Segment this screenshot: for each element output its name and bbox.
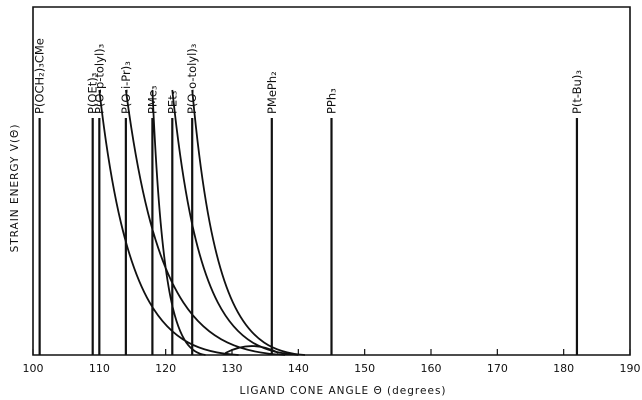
- x-tick-label: 160: [421, 362, 442, 375]
- x-tick-label: 190: [620, 362, 641, 375]
- ligand-label: P(O-i-Pr)₃: [119, 61, 133, 114]
- ligand-lines: [38, 118, 579, 355]
- ligand-label: PEt₃: [165, 90, 179, 114]
- x-tick-label: 120: [155, 362, 176, 375]
- strain-curve: [191, 89, 306, 356]
- ligand-label: PMe₃: [145, 85, 159, 114]
- ligand-label: P(O-o-tolyl)₃: [185, 43, 199, 114]
- ligand-label: PMePh₂: [265, 71, 279, 114]
- ligand-label: P(t-Bu)₃: [570, 70, 584, 114]
- x-tick-label: 140: [288, 362, 309, 375]
- ligand-label: PPh₃: [325, 88, 339, 114]
- strain-curve: [125, 89, 286, 356]
- strain-curve: [98, 89, 239, 356]
- x-ticks: 100 110 120 130 140 150 160 170 180 190: [23, 349, 641, 375]
- ligand-labels: P(OCH₂)₃CMe P(OEt)₃P(O-p-tolyl)₃ P(O-i-Pr)…: [33, 38, 584, 114]
- x-tick-label: 100: [23, 362, 44, 375]
- x-tick-label: 130: [222, 362, 243, 375]
- ligand-label: P(OEt)₃: [86, 72, 100, 114]
- x-tick-label: 170: [487, 362, 508, 375]
- ligand-label: P(O-p-tolyl)₃: [92, 43, 106, 114]
- x-axis-label: LIGAND CONE ANGLE Θ (degrees): [239, 385, 446, 397]
- x-tick-label: 150: [354, 362, 375, 375]
- x-tick-label: 110: [89, 362, 110, 375]
- strain-curves: [98, 89, 306, 356]
- y-axis-label: STRAIN ENERGY V(Θ): [9, 124, 21, 253]
- ligand-label: P(OCH₂)₃CMe: [33, 38, 47, 114]
- strain-curve: [151, 89, 206, 356]
- x-tick-label: 180: [553, 362, 574, 375]
- strain-curve-bump: [224, 345, 279, 354]
